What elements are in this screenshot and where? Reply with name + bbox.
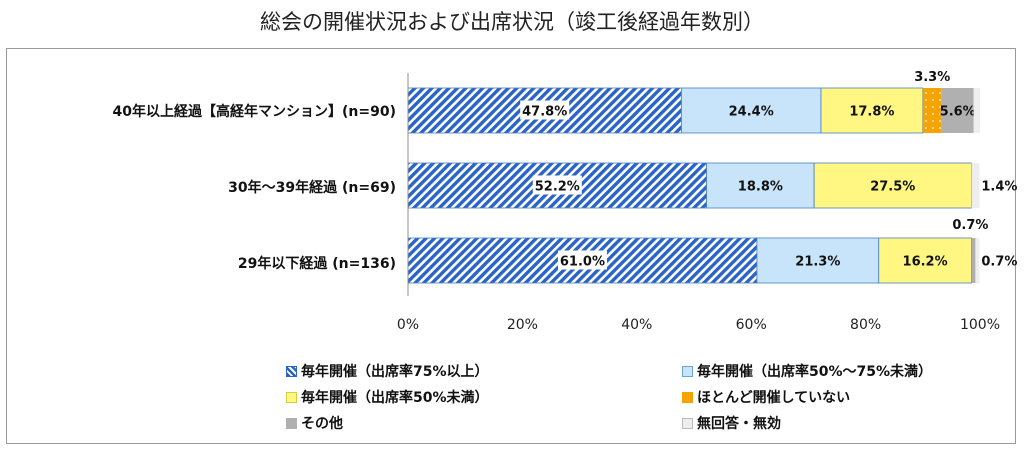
legend-swatch-icon — [682, 418, 693, 429]
data-label-s1-c1: 18.8% — [738, 180, 783, 195]
data-label-bg — [557, 250, 607, 270]
bar-segment-s2-c2 — [878, 237, 972, 284]
legend-label: ほとんど開催していない — [697, 390, 851, 406]
legend-label: その他 — [301, 416, 343, 432]
bar-segment-s1-c2 — [756, 237, 880, 284]
legend-item-no-answer: 無回答・無効 — [682, 413, 781, 433]
category-label-40plus: 40年以上経過【高経年マンション】(n=90) — [112, 104, 396, 120]
data-label-s1-c0: 24.4% — [729, 105, 774, 120]
legend-swatch-icon — [286, 418, 297, 429]
data-label-s2-c0: 17.8% — [849, 105, 894, 120]
legend-label: 毎年開催（出席率50%未満） — [301, 390, 489, 406]
legend-label: 毎年開催（出席率50%～75%未満） — [697, 364, 933, 380]
data-label-s4-c0: 5.6% — [940, 105, 976, 120]
bar-segment-s5-c1 — [971, 163, 980, 208]
data-label-s0-c2: 61.0% — [560, 255, 605, 270]
bar-segment-s3-c0 — [922, 88, 942, 133]
category-label-29under: 29年以下経過 (n=136) — [237, 256, 396, 272]
x-tick-label: 20% — [507, 317, 538, 333]
legend-item-rarely: ほとんど開催していない — [682, 387, 850, 407]
chart-title: 総会の開催状況および出席状況（竣工後経過年数別） — [260, 10, 764, 34]
x-tick-label: 100% — [960, 317, 1000, 333]
bar-segment-s2-c0 — [820, 87, 924, 134]
data-label-s0-c1: 52.2% — [535, 180, 580, 195]
data-label-bg — [520, 100, 570, 120]
x-tick-label: 0% — [397, 317, 419, 333]
legend-item-50to75: 毎年開催（出席率50%～75%未満） — [682, 361, 932, 381]
category-label-30to39: 30年～39年経過 (n=69) — [228, 180, 396, 196]
bar-segment-s5-c2 — [975, 238, 980, 283]
x-tick-label: 40% — [621, 317, 652, 333]
bar-segment-s4-c2 — [971, 238, 976, 283]
legend-item-75plus: 毎年開催（出席率75%以上） — [286, 361, 489, 381]
x-tick-label: 60% — [736, 317, 767, 333]
x-tick-label: 80% — [850, 317, 881, 333]
bar-segment-s1-c0 — [681, 87, 822, 134]
data-label-s1-c2: 21.3% — [795, 255, 840, 270]
bar-segment-s2-c1 — [813, 162, 972, 209]
legend-swatch-icon — [682, 392, 693, 403]
chart-frame — [6, 48, 1016, 444]
data-label-bg — [532, 175, 582, 195]
legend-swatch-icon — [682, 366, 693, 377]
legend-item-under50: 毎年開催（出席率50%未満） — [286, 387, 489, 407]
bar-segment-s1-c1 — [706, 162, 815, 209]
data-label-s4-c2: 0.7% — [952, 218, 988, 233]
bar-segment-s5-c0 — [973, 88, 980, 133]
data-label-s2-c2: 16.2% — [903, 255, 948, 270]
data-label-s5-c2: 0.7% — [981, 255, 1017, 270]
data-label-s0-c0: 47.8% — [522, 105, 567, 120]
bar-segment-s4-c0 — [941, 88, 974, 133]
data-label-s2-c1: 27.5% — [870, 180, 915, 195]
legend-swatch-hatch-icon — [286, 366, 297, 377]
legend-label: 毎年開催（出席率75%以上） — [301, 364, 489, 380]
legend-swatch-icon — [286, 392, 297, 403]
data-label-s3-c0: 3.3% — [914, 70, 950, 85]
data-label-s5-c1: 1.4% — [981, 180, 1017, 195]
legend-item-other: その他 — [286, 413, 343, 433]
legend-label: 無回答・無効 — [697, 416, 781, 432]
